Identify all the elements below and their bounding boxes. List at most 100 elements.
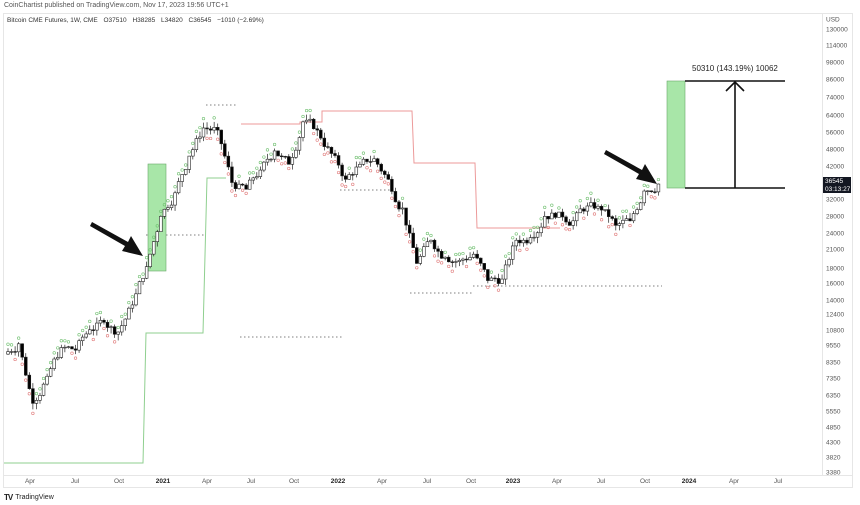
arrow-icon-2023 [604, 150, 657, 184]
candle-bull [443, 256, 447, 259]
sequence-marker [376, 169, 380, 173]
candle-bear [240, 183, 245, 186]
candle-bear [322, 137, 327, 147]
green-step-line [4, 177, 226, 464]
sequence-marker [624, 209, 629, 213]
candle-bear [208, 128, 213, 131]
price-range-label: 50310 (143.19%) 10062 [692, 64, 778, 73]
current-price-label: 36545 03:13:27 [823, 177, 851, 193]
candle-bull [361, 158, 366, 165]
sequence-marker [393, 204, 398, 209]
candle-bull [631, 213, 636, 222]
candle-bear [386, 174, 391, 180]
candle-bull [258, 169, 263, 177]
price-axis-divider [822, 13, 823, 475]
time-tick: 2024 [681, 478, 697, 485]
sequence-marker [180, 168, 184, 172]
sequence-marker [582, 216, 586, 220]
candle-bull [88, 329, 92, 335]
candle-bear [244, 184, 248, 190]
sequence-marker [308, 108, 312, 113]
candle-bear [375, 158, 380, 165]
tradingview-logo[interactable]: TV TradingView [4, 493, 54, 502]
sequence-marker [532, 225, 536, 230]
candle-bear [368, 161, 373, 163]
sequence-marker [45, 367, 49, 372]
sequence-marker [145, 256, 149, 260]
candle-bear [560, 211, 565, 218]
candle-bull [84, 333, 88, 338]
sequence-marker [95, 311, 99, 316]
sequence-marker [361, 151, 366, 155]
price-tick: 98000 [826, 59, 845, 67]
candle-bull [9, 351, 14, 353]
candle-bear [27, 374, 32, 389]
arrow-icon-2020 [90, 222, 143, 256]
candle-bear [219, 129, 223, 145]
candle-bear [329, 146, 334, 154]
time-tick: 2022 [330, 478, 346, 485]
sequence-marker [440, 261, 444, 265]
sequence-marker [351, 182, 355, 186]
sequence-marker [208, 136, 213, 141]
current-price: 36545 [825, 178, 844, 185]
sequence-marker [368, 169, 373, 173]
sequence-marker [450, 269, 454, 273]
candle-bull [294, 149, 298, 158]
sequence-marker [120, 314, 124, 319]
price-range-tool [685, 80, 785, 189]
candle-bull [237, 183, 241, 189]
price-tick: 5550 [826, 408, 841, 416]
candle-bear [105, 321, 110, 328]
price-tick: 14000 [826, 297, 845, 305]
candle-bull [621, 219, 625, 224]
candle-bear [653, 191, 657, 193]
sequence-marker [482, 274, 486, 278]
price-tick: 7350 [826, 375, 841, 383]
candle-bull [624, 218, 629, 221]
currency-label: USD [826, 16, 840, 24]
candle-bear [20, 343, 24, 358]
sequence-marker [198, 126, 202, 130]
candle-bull [635, 209, 639, 214]
time-tick: Oct [639, 478, 651, 485]
sequence-marker [73, 356, 78, 360]
candle-bear [233, 182, 238, 189]
sequence-marker [152, 235, 156, 239]
price-tick: 24000 [826, 230, 845, 238]
candle-bear [31, 388, 35, 404]
candle-bull [543, 216, 547, 228]
sequence-marker [255, 166, 259, 170]
price-tick: 3820 [826, 454, 841, 462]
sequence-marker [535, 225, 540, 229]
sequence-marker [610, 223, 614, 227]
candle-bear [397, 201, 401, 210]
candle-bear [564, 216, 568, 223]
candle-bear [379, 163, 383, 172]
candle-bull [539, 226, 543, 234]
sequence-marker [219, 152, 223, 156]
candle-bull [16, 343, 21, 353]
candle-bear [582, 208, 586, 212]
candle-bull [503, 264, 508, 280]
sequence-marker [13, 357, 17, 362]
sequence-marker [233, 193, 238, 198]
candle-bear [436, 248, 440, 252]
sequence-marker [461, 251, 465, 256]
candle-bear [610, 216, 614, 219]
candle-bull [201, 127, 206, 138]
candle-bull [162, 208, 167, 217]
candle-bull [148, 253, 152, 267]
candle-bull [173, 192, 177, 206]
candle-bull [134, 293, 138, 306]
sequence-marker [280, 162, 284, 166]
sequence-marker [500, 268, 504, 273]
candle-bear [649, 190, 654, 193]
price-tick: 130000 [826, 26, 848, 34]
candle-bull [400, 207, 405, 210]
sequence-marker [518, 248, 522, 252]
sequence-marker [617, 216, 621, 220]
sequence-marker [297, 130, 302, 134]
sequence-marker [315, 138, 319, 142]
